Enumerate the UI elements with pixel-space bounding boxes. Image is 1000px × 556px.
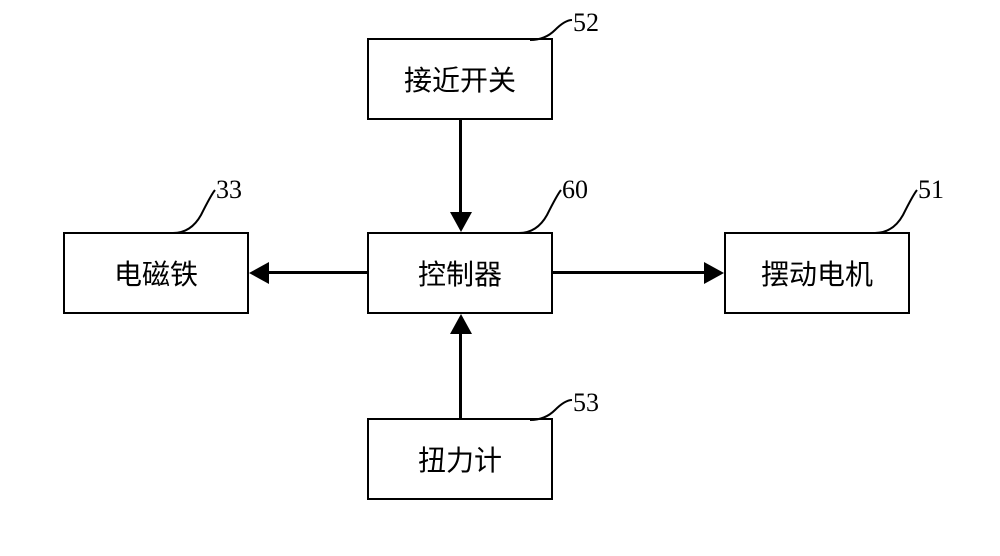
ref-line-52: [530, 18, 575, 46]
node-swing-motor: 摆动电机: [724, 232, 910, 314]
edge-controller-to-electromagnet: [266, 271, 367, 274]
ref-label-53: 53: [573, 388, 599, 418]
edge-torque-to-controller: [459, 331, 462, 418]
node-label: 控制器: [418, 253, 502, 293]
node-proximity-switch: 接近开关: [367, 38, 553, 120]
node-label: 接近开关: [404, 59, 516, 99]
node-controller: 控制器: [367, 232, 553, 314]
node-torque-meter: 扭力计: [367, 418, 553, 500]
ref-line-53: [530, 398, 575, 426]
ref-line-60: [519, 185, 564, 240]
ref-line-51: [875, 185, 920, 240]
arrowhead-down-icon: [450, 212, 472, 232]
node-label: 摆动电机: [761, 253, 873, 293]
ref-label-60: 60: [562, 175, 588, 205]
ref-label-51: 51: [918, 175, 944, 205]
edge-proximity-to-controller: [459, 120, 462, 215]
ref-label-33: 33: [216, 175, 242, 205]
ref-label-52: 52: [573, 8, 599, 38]
node-electromagnet: 电磁铁: [63, 232, 249, 314]
node-label: 电磁铁: [114, 253, 198, 293]
arrowhead-left-icon: [249, 262, 269, 284]
edge-controller-to-swing-motor: [553, 271, 707, 274]
arrowhead-up-icon: [450, 314, 472, 334]
ref-line-33: [173, 185, 218, 240]
node-label: 扭力计: [418, 439, 502, 479]
arrowhead-right-icon: [704, 262, 724, 284]
